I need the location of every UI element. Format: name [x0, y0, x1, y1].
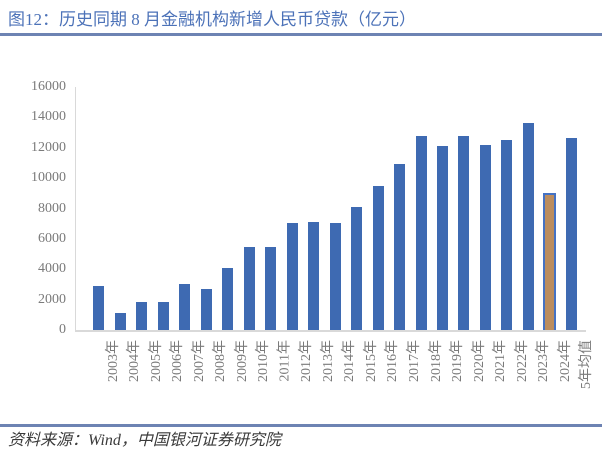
bar-slot	[174, 87, 195, 330]
x-label-slot: 2016年	[367, 332, 400, 420]
bar-chart: 16000 14000 12000 10000 8000 6000 4000 2000 0 20…	[0, 60, 602, 420]
x-label-slot: 2012年	[281, 332, 314, 420]
source-divider	[0, 424, 602, 427]
bar-slot	[367, 87, 388, 330]
bar-2023年	[522, 123, 534, 330]
x-label-slot: 2010年	[238, 332, 271, 420]
x-label-slot: 2005年	[130, 332, 164, 420]
bar-2022年	[501, 140, 513, 330]
y-tick-label: 6000	[38, 230, 66, 246]
bar-2005年	[136, 301, 148, 330]
bar-slot	[561, 87, 582, 330]
figure-title: 图12：历史同期 8 月金融机构新增人民币贷款（亿元）	[8, 10, 416, 29]
bar-slot	[410, 87, 431, 330]
x-axis-labels: 2003年 2004年 2005年 2006年 2007年 2008年 2009年 2010年…	[75, 332, 594, 420]
bar-2015年	[351, 206, 363, 330]
bar-slot	[453, 87, 474, 330]
bar-slot	[539, 87, 560, 330]
bar-2019年	[436, 146, 448, 330]
y-tick-label: 4000	[38, 261, 66, 277]
y-tick-label: 14000	[31, 109, 66, 125]
bar-2004年	[114, 312, 126, 330]
bar-slot	[260, 87, 281, 330]
bar-2009年	[222, 267, 234, 330]
bar-2013年	[308, 222, 320, 330]
x-label-slot: 2022年	[496, 332, 530, 420]
bar-2016年	[372, 185, 384, 330]
x-label-slot: 2020年	[453, 332, 487, 420]
bar-2017年	[394, 164, 406, 330]
bar-2014年	[329, 223, 341, 330]
bar-slot	[496, 87, 517, 330]
bar-5年均值	[565, 138, 577, 330]
bar-slot	[131, 87, 152, 330]
bar-2020年	[458, 135, 470, 330]
bar-slot	[195, 87, 216, 330]
bar-2024年	[543, 193, 557, 330]
bar-slot	[152, 87, 173, 330]
x-label-slot: 2008年	[195, 332, 228, 420]
bar-slot	[346, 87, 367, 330]
bar-2011年	[265, 246, 277, 330]
bar-slot	[432, 87, 453, 330]
bar-slot	[88, 87, 109, 330]
bar-2012年	[286, 223, 298, 330]
x-label-slot: 2011年	[259, 332, 293, 420]
x-tick-label: 5年均值	[579, 340, 595, 389]
x-label-slot: 2023年	[517, 332, 551, 420]
bar-slot	[238, 87, 259, 330]
bar-slot	[303, 87, 324, 330]
x-label-slot: 2004年	[109, 332, 142, 420]
bar-2007年	[179, 283, 191, 330]
source-note: 资料来源：Wind，中国银河证券研究院	[8, 432, 281, 449]
bar-slot	[324, 87, 345, 330]
y-axis: 16000 14000 12000 10000 8000 6000 4000 2000 0	[0, 79, 66, 337]
bar-slot	[109, 87, 130, 330]
y-tick-label: 16000	[31, 79, 66, 94]
bar-2018年	[415, 135, 427, 330]
title-divider	[0, 33, 602, 36]
x-label-slot: 2013年	[302, 332, 336, 420]
bar-slot	[217, 87, 238, 330]
x-label-slot: 2014年	[324, 332, 357, 420]
x-label-slot: 2017年	[388, 332, 422, 420]
x-label-slot: 2003年	[87, 332, 121, 420]
bar-2006年	[157, 301, 169, 330]
x-label-slot: 2024年	[539, 332, 573, 420]
bar-2003年	[93, 285, 105, 330]
x-label-slot: 2021年	[474, 332, 508, 420]
bar-slot	[518, 87, 539, 330]
x-label-slot: 2019年	[431, 332, 465, 420]
bar-2008年	[200, 288, 212, 330]
x-label-slot: 2006年	[152, 332, 185, 420]
bar-slot	[281, 87, 302, 330]
y-tick-label: 12000	[31, 139, 66, 155]
y-tick-label: 0	[59, 322, 66, 337]
x-label-slot: 2018年	[410, 332, 444, 420]
x-label-slot: 2015年	[345, 332, 379, 420]
x-label-slot: 2009年	[216, 332, 250, 420]
plot-area	[75, 87, 586, 332]
x-label-slot: 5年均值	[560, 332, 594, 420]
bar-slot	[389, 87, 410, 330]
y-tick-label: 8000	[38, 200, 66, 216]
bar-2010年	[243, 247, 255, 330]
bar-2021年	[479, 144, 491, 330]
y-tick-label: 2000	[38, 291, 66, 307]
y-tick-label: 10000	[31, 170, 66, 186]
bar-slot	[475, 87, 496, 330]
x-label-slot: 2007年	[173, 332, 207, 420]
